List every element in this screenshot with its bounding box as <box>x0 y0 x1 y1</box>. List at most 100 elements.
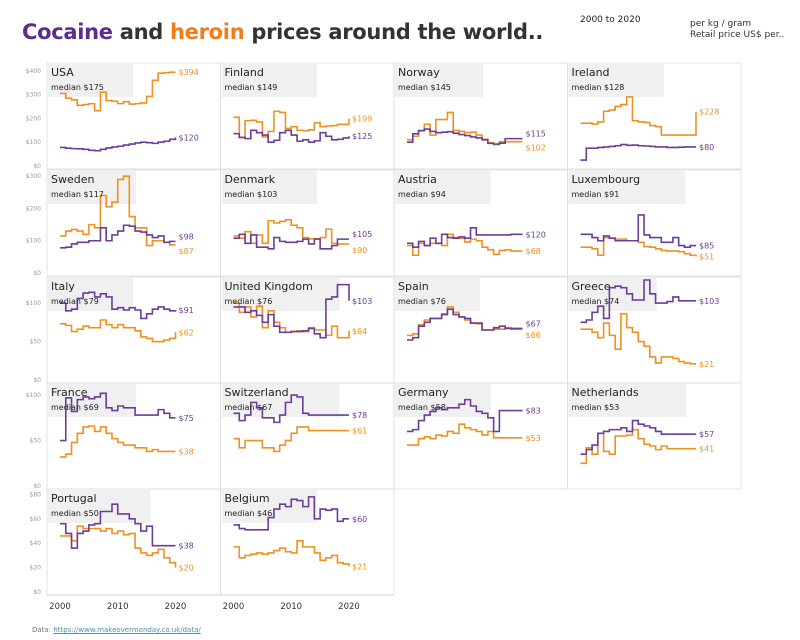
country-name: Italy <box>51 280 75 293</box>
cocaine-line <box>407 128 523 145</box>
source-link[interactable]: https://www.makeovermonday.co.uk/data/ <box>53 626 201 634</box>
cocaine-line <box>580 143 696 161</box>
y-tick-label: $0 <box>33 483 41 490</box>
cocaine-end-label: $115 <box>526 130 546 139</box>
cocaine-line <box>407 308 523 341</box>
cocaine-line <box>60 137 177 152</box>
title-heroin: heroin <box>170 20 245 44</box>
x-tick-label: 2020 <box>338 602 360 612</box>
panel-header-bg <box>568 171 686 204</box>
cocaine-end-label: $78 <box>352 411 367 420</box>
y-tick-label: $100 <box>26 300 41 307</box>
median-label: median $46 <box>225 509 273 518</box>
heroin-end-label: $51 <box>699 253 714 262</box>
median-label: median $94 <box>398 190 446 199</box>
panel-header-bg <box>568 384 687 417</box>
country-name: United Kingdom <box>225 280 313 293</box>
cocaine-line <box>580 419 696 455</box>
heroin-line <box>580 96 697 136</box>
country-name: Portugal <box>51 492 97 505</box>
median-label: median $117 <box>51 190 104 199</box>
chart-title: Cocaine and heroin prices around the wor… <box>22 20 543 44</box>
y-tick-label: $0 <box>33 589 41 596</box>
cocaine-line <box>233 394 349 424</box>
panel-header-bg <box>221 171 317 204</box>
cocaine-end-label: $91 <box>179 306 194 315</box>
heroin-end-label: $199 <box>352 115 372 124</box>
median-label: median $76 <box>225 297 273 306</box>
cocaine-line <box>407 398 523 433</box>
unit-note: per kg / gram Retail price US$ per.. <box>690 19 784 41</box>
heroin-line <box>60 525 177 568</box>
cocaine-end-label: $38 <box>179 542 194 551</box>
panel-header-bg <box>221 278 340 311</box>
cocaine-end-label: $98 <box>179 232 194 241</box>
country-name: USA <box>51 66 74 79</box>
country-name: France <box>51 386 88 399</box>
heroin-end-label: $394 <box>179 68 199 77</box>
cocaine-end-label: $103 <box>352 297 372 306</box>
heroin-line <box>233 218 349 245</box>
median-label: median $128 <box>572 83 625 92</box>
cocaine-end-label: $85 <box>699 242 714 251</box>
heroin-line <box>60 425 176 458</box>
panel-header-bg <box>568 278 657 311</box>
y-tick-label: $0 <box>33 163 41 170</box>
x-tick-label: 2000 <box>49 602 71 612</box>
median-label: median $58 <box>398 403 446 412</box>
cocaine-line <box>580 279 696 324</box>
cocaine-end-label: $75 <box>179 414 194 423</box>
cocaine-line <box>60 224 176 249</box>
median-label: median $69 <box>51 403 99 412</box>
y-tick-label: $0 <box>33 270 41 277</box>
title-rest: prices around the world.. <box>244 20 544 44</box>
footer-label: Data: <box>32 626 54 634</box>
y-tick-label: $100 <box>26 392 41 399</box>
panel-border <box>567 62 742 170</box>
country-name: Finland <box>225 66 264 79</box>
cocaine-line <box>60 291 177 320</box>
x-tick-label: 2010 <box>280 602 302 612</box>
y-tick-label: $100 <box>26 238 41 245</box>
panel-header-bg <box>395 384 491 417</box>
heroin-line <box>233 539 350 567</box>
footer: Data: https://www.makeovermonday.co.uk/d… <box>32 626 201 634</box>
heroin-end-label: $87 <box>179 247 194 256</box>
cocaine-end-label: $103 <box>699 297 719 306</box>
y-tick-label: $50 <box>30 339 42 346</box>
country-name: Netherlands <box>572 386 639 399</box>
y-tick-label: $200 <box>26 115 41 122</box>
heroin-line <box>233 426 349 453</box>
median-label: median $103 <box>225 190 278 199</box>
heroin-end-label: $61 <box>352 427 367 436</box>
heroin-line <box>580 313 696 365</box>
heroin-end-label: $21 <box>352 562 367 571</box>
panel-header-bg <box>395 64 484 97</box>
median-label: median $175 <box>51 83 104 92</box>
cocaine-line <box>233 283 350 339</box>
cocaine-end-label: $60 <box>352 515 367 524</box>
cocaine-end-label: $120 <box>179 133 199 142</box>
y-tick-label: $300 <box>26 173 41 180</box>
cocaine-end-label: $120 <box>526 230 546 239</box>
country-name: Austria <box>398 173 437 186</box>
median-label: median $149 <box>225 83 278 92</box>
heroin-end-label: $102 <box>526 144 546 153</box>
y-tick-label: $0 <box>33 377 41 384</box>
heroin-end-label: $64 <box>352 327 367 336</box>
heroin-end-label: $66 <box>526 331 541 340</box>
median-label: median $53 <box>572 403 620 412</box>
panel-header-bg <box>48 64 133 97</box>
unit-line-1: per kg / gram <box>690 19 752 29</box>
title-and: and <box>112 20 171 44</box>
x-tick-label: 2020 <box>165 602 187 612</box>
cocaine-line <box>233 233 349 250</box>
heroin-line <box>407 306 523 337</box>
country-name: Norway <box>398 66 440 79</box>
country-name: Switzerland <box>225 386 289 399</box>
median-label: median $67 <box>225 403 273 412</box>
x-tick-label: 2010 <box>107 602 129 612</box>
cocaine-line <box>60 392 176 442</box>
title-cocaine: Cocaine <box>22 20 113 44</box>
cocaine-line <box>60 503 176 549</box>
